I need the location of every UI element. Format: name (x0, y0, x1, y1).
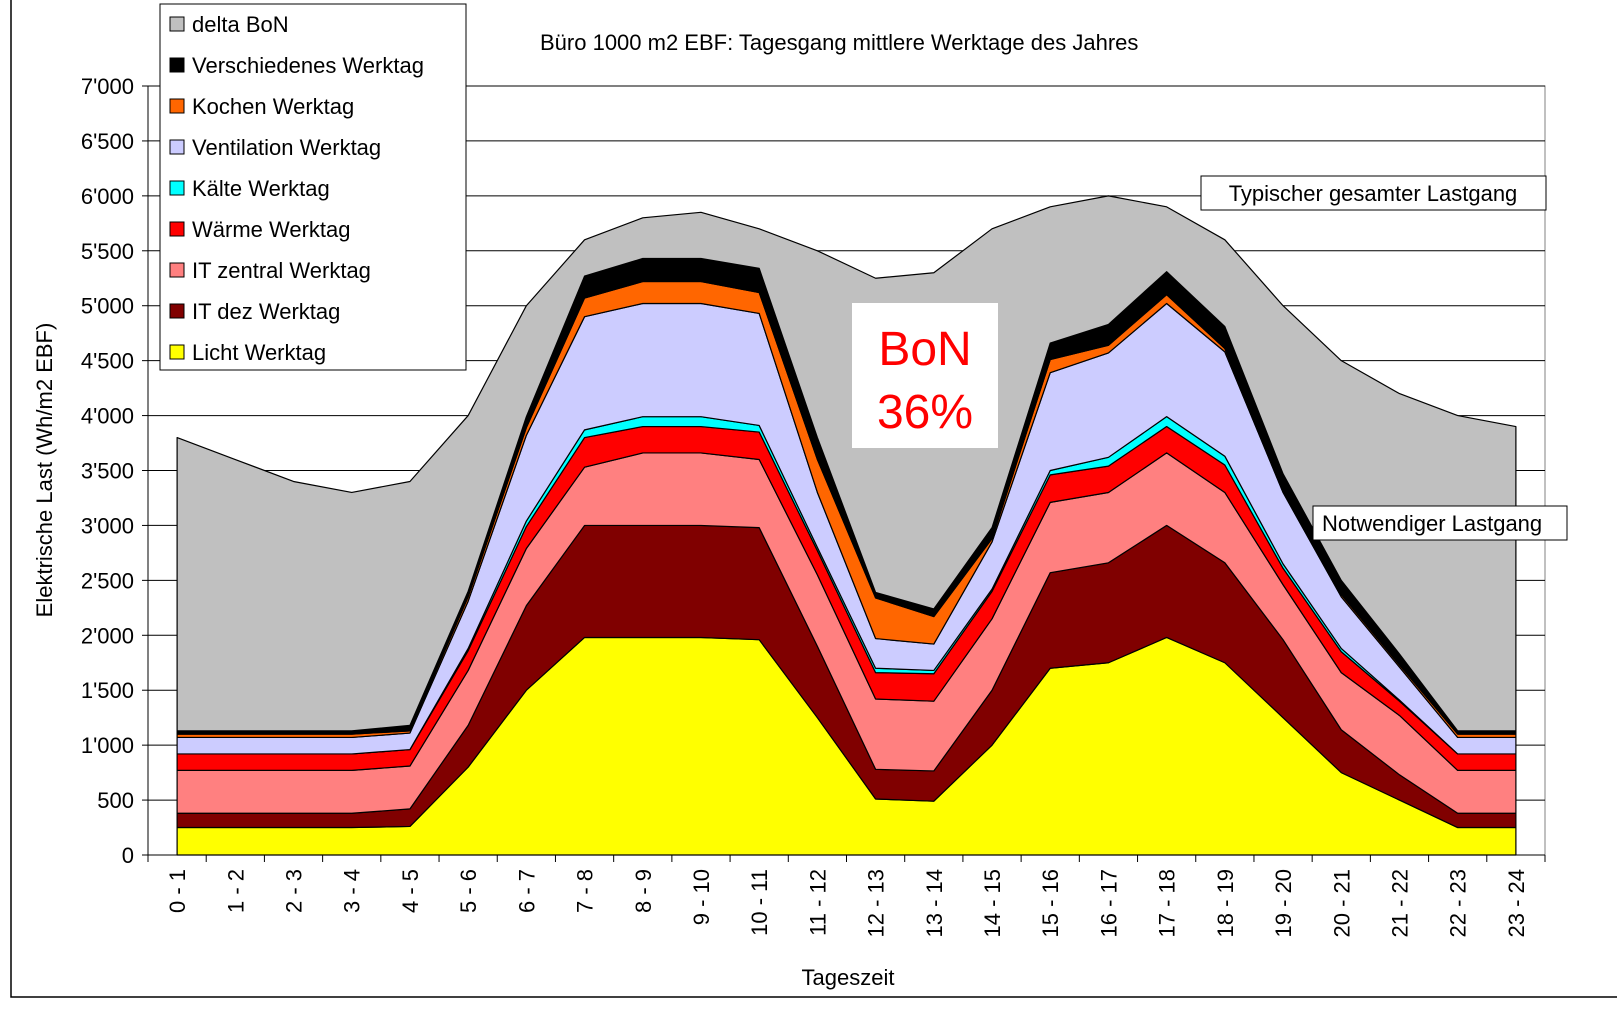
bon-label: BoN (878, 323, 971, 376)
x-tick-label: 14 - 15 (980, 869, 1005, 938)
x-tick-label: 16 - 17 (1096, 869, 1121, 938)
legend-swatch (169, 16, 185, 32)
axes: 0 500 1'000 1'500 2'000 2'500 3'000 3'500 4'000 4… (81, 74, 1546, 938)
legend-label: delta BoN (192, 12, 289, 37)
x-tick-label: 6 - 7 (514, 869, 539, 913)
bon-box (852, 303, 998, 448)
chart-title: Büro 1000 m2 EBF: Tagesgang mittlere Wer… (540, 30, 1138, 55)
x-axis-label: Tageszeit (802, 965, 895, 990)
legend-label: Wärme Werktag (192, 217, 351, 242)
legend: delta BoN Verschiedenes Werktag Kochen Wer… (159, 3, 467, 371)
legend-swatch (169, 262, 185, 278)
x-tick-label: 7 - 8 (573, 869, 598, 913)
legend-box (159, 3, 467, 371)
y-tick-label: 7'000 (81, 74, 134, 99)
y-tick-label: 6'000 (81, 184, 134, 209)
x-tick-label: 0 - 1 (165, 869, 190, 913)
y-tick-label: 2'500 (81, 568, 134, 593)
x-tick-label: 2 - 3 (282, 869, 307, 913)
y-tick-label: 3'000 (81, 513, 134, 538)
x-tick-label: 5 - 6 (456, 869, 481, 913)
y-tick-label: 0 (122, 843, 134, 868)
y-tick-label: 3'500 (81, 459, 134, 484)
x-tick-label: 20 - 21 (1329, 869, 1354, 938)
legend-label: IT dez Werktag (192, 299, 340, 324)
x-tick-label: 1 - 2 (223, 869, 248, 913)
annotation-box (1312, 505, 1568, 541)
y-tick-label: 6'500 (81, 129, 134, 154)
legend-swatch (169, 180, 185, 196)
x-tick-label: 4 - 5 (398, 869, 423, 913)
bon-percent: 36% (877, 386, 973, 439)
y-tick-label: 2'000 (81, 623, 134, 648)
x-tick-label: 17 - 18 (1155, 869, 1180, 938)
x-tick-label: 3 - 4 (340, 869, 365, 913)
legend-label: Ventilation Werktag (192, 135, 381, 160)
legend-label: Kälte Werktag (192, 176, 330, 201)
legend-swatch (169, 303, 185, 319)
y-tick-label: 5'000 (81, 294, 134, 319)
x-tick-label: 18 - 19 (1213, 869, 1238, 938)
legend-swatch (169, 98, 185, 114)
y-tick-label: 4'000 (81, 404, 134, 429)
x-tick-label: 21 - 22 (1387, 869, 1412, 938)
x-tick-label: 19 - 20 (1271, 869, 1296, 938)
y-tick-label: 1'000 (81, 733, 134, 758)
legend-label: Verschiedenes Werktag (192, 53, 424, 78)
annotation: Notwendiger Lastgang (1322, 511, 1542, 536)
x-tick-label: 13 - 14 (922, 869, 947, 938)
x-tick-label: 11 - 12 (805, 869, 830, 936)
x-tick-label: 15 - 16 (1038, 869, 1063, 938)
legend-swatch (169, 139, 185, 155)
area (176, 195, 1517, 732)
annotation-box (1200, 175, 1547, 211)
legend-swatch (169, 344, 185, 360)
x-tick-label: 22 - 23 (1446, 869, 1471, 938)
x-tick-label: 9 - 10 (689, 869, 714, 925)
y-tick-label: 5'500 (81, 239, 134, 264)
x-tick-label: 8 - 9 (631, 869, 656, 913)
x-tick-label: 10 - 11 (747, 869, 772, 936)
y-tick-label: 500 (97, 788, 134, 813)
x-tick-label: 23 - 24 (1504, 869, 1529, 938)
legend-swatch (169, 221, 185, 237)
legend-swatch (169, 57, 185, 73)
annotation: Typischer gesamter Lastgang (1229, 181, 1518, 206)
x-tick-label: 12 - 13 (864, 869, 889, 938)
legend-label: Kochen Werktag (192, 94, 354, 119)
y-axis-label: Elektrische Last (Wh/m2 EBF) (32, 323, 57, 618)
y-tick-label: 1'500 (81, 678, 134, 703)
y-tick-label: 4'500 (81, 349, 134, 374)
legend-label: Licht Werktag (192, 340, 326, 365)
legend-label: IT zentral Werktag (192, 258, 371, 283)
